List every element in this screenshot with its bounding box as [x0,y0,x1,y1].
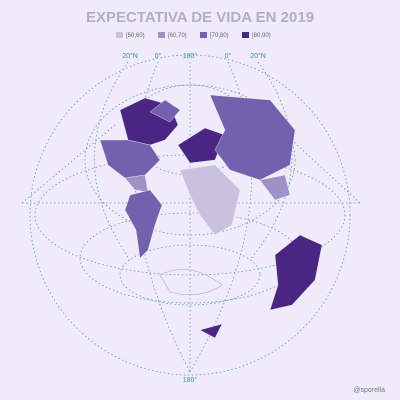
legend: [50,60) [60,70) [70,80) [80,90) [116,32,271,39]
south-america [124,189,163,259]
graticule-label: 180° [183,52,198,60]
graticule-label: 20°N [122,52,138,60]
legend-swatch [158,32,165,38]
credit: @sporella [353,387,385,394]
usa [99,139,161,179]
antarctica [159,269,223,296]
legend-swatch [200,32,207,38]
new-zealand [199,323,223,339]
map-title: EXPECTATIVA DE VIDA EN 2019 [86,9,314,26]
graticule-label: 0° [155,52,162,60]
graticule-label: 0° [225,52,232,60]
legend-label: [80,90) [252,33,271,39]
legend-label: [50,60) [126,33,145,39]
graticule-label: 180° [183,376,198,384]
legend-swatch [116,32,123,38]
graticule-labels: 20°N 0° 180° 0° 20°N 180° [122,52,266,384]
australia [269,234,323,311]
legend-swatch [242,32,249,38]
graticule [21,54,361,376]
landmasses [99,94,323,339]
greenland [149,99,181,123]
legend-label: [70,80) [210,33,229,39]
africa [179,164,241,236]
graticule-label: 20°N [250,52,266,60]
south-asia [259,174,291,201]
legend-label: [60,70) [168,33,187,39]
